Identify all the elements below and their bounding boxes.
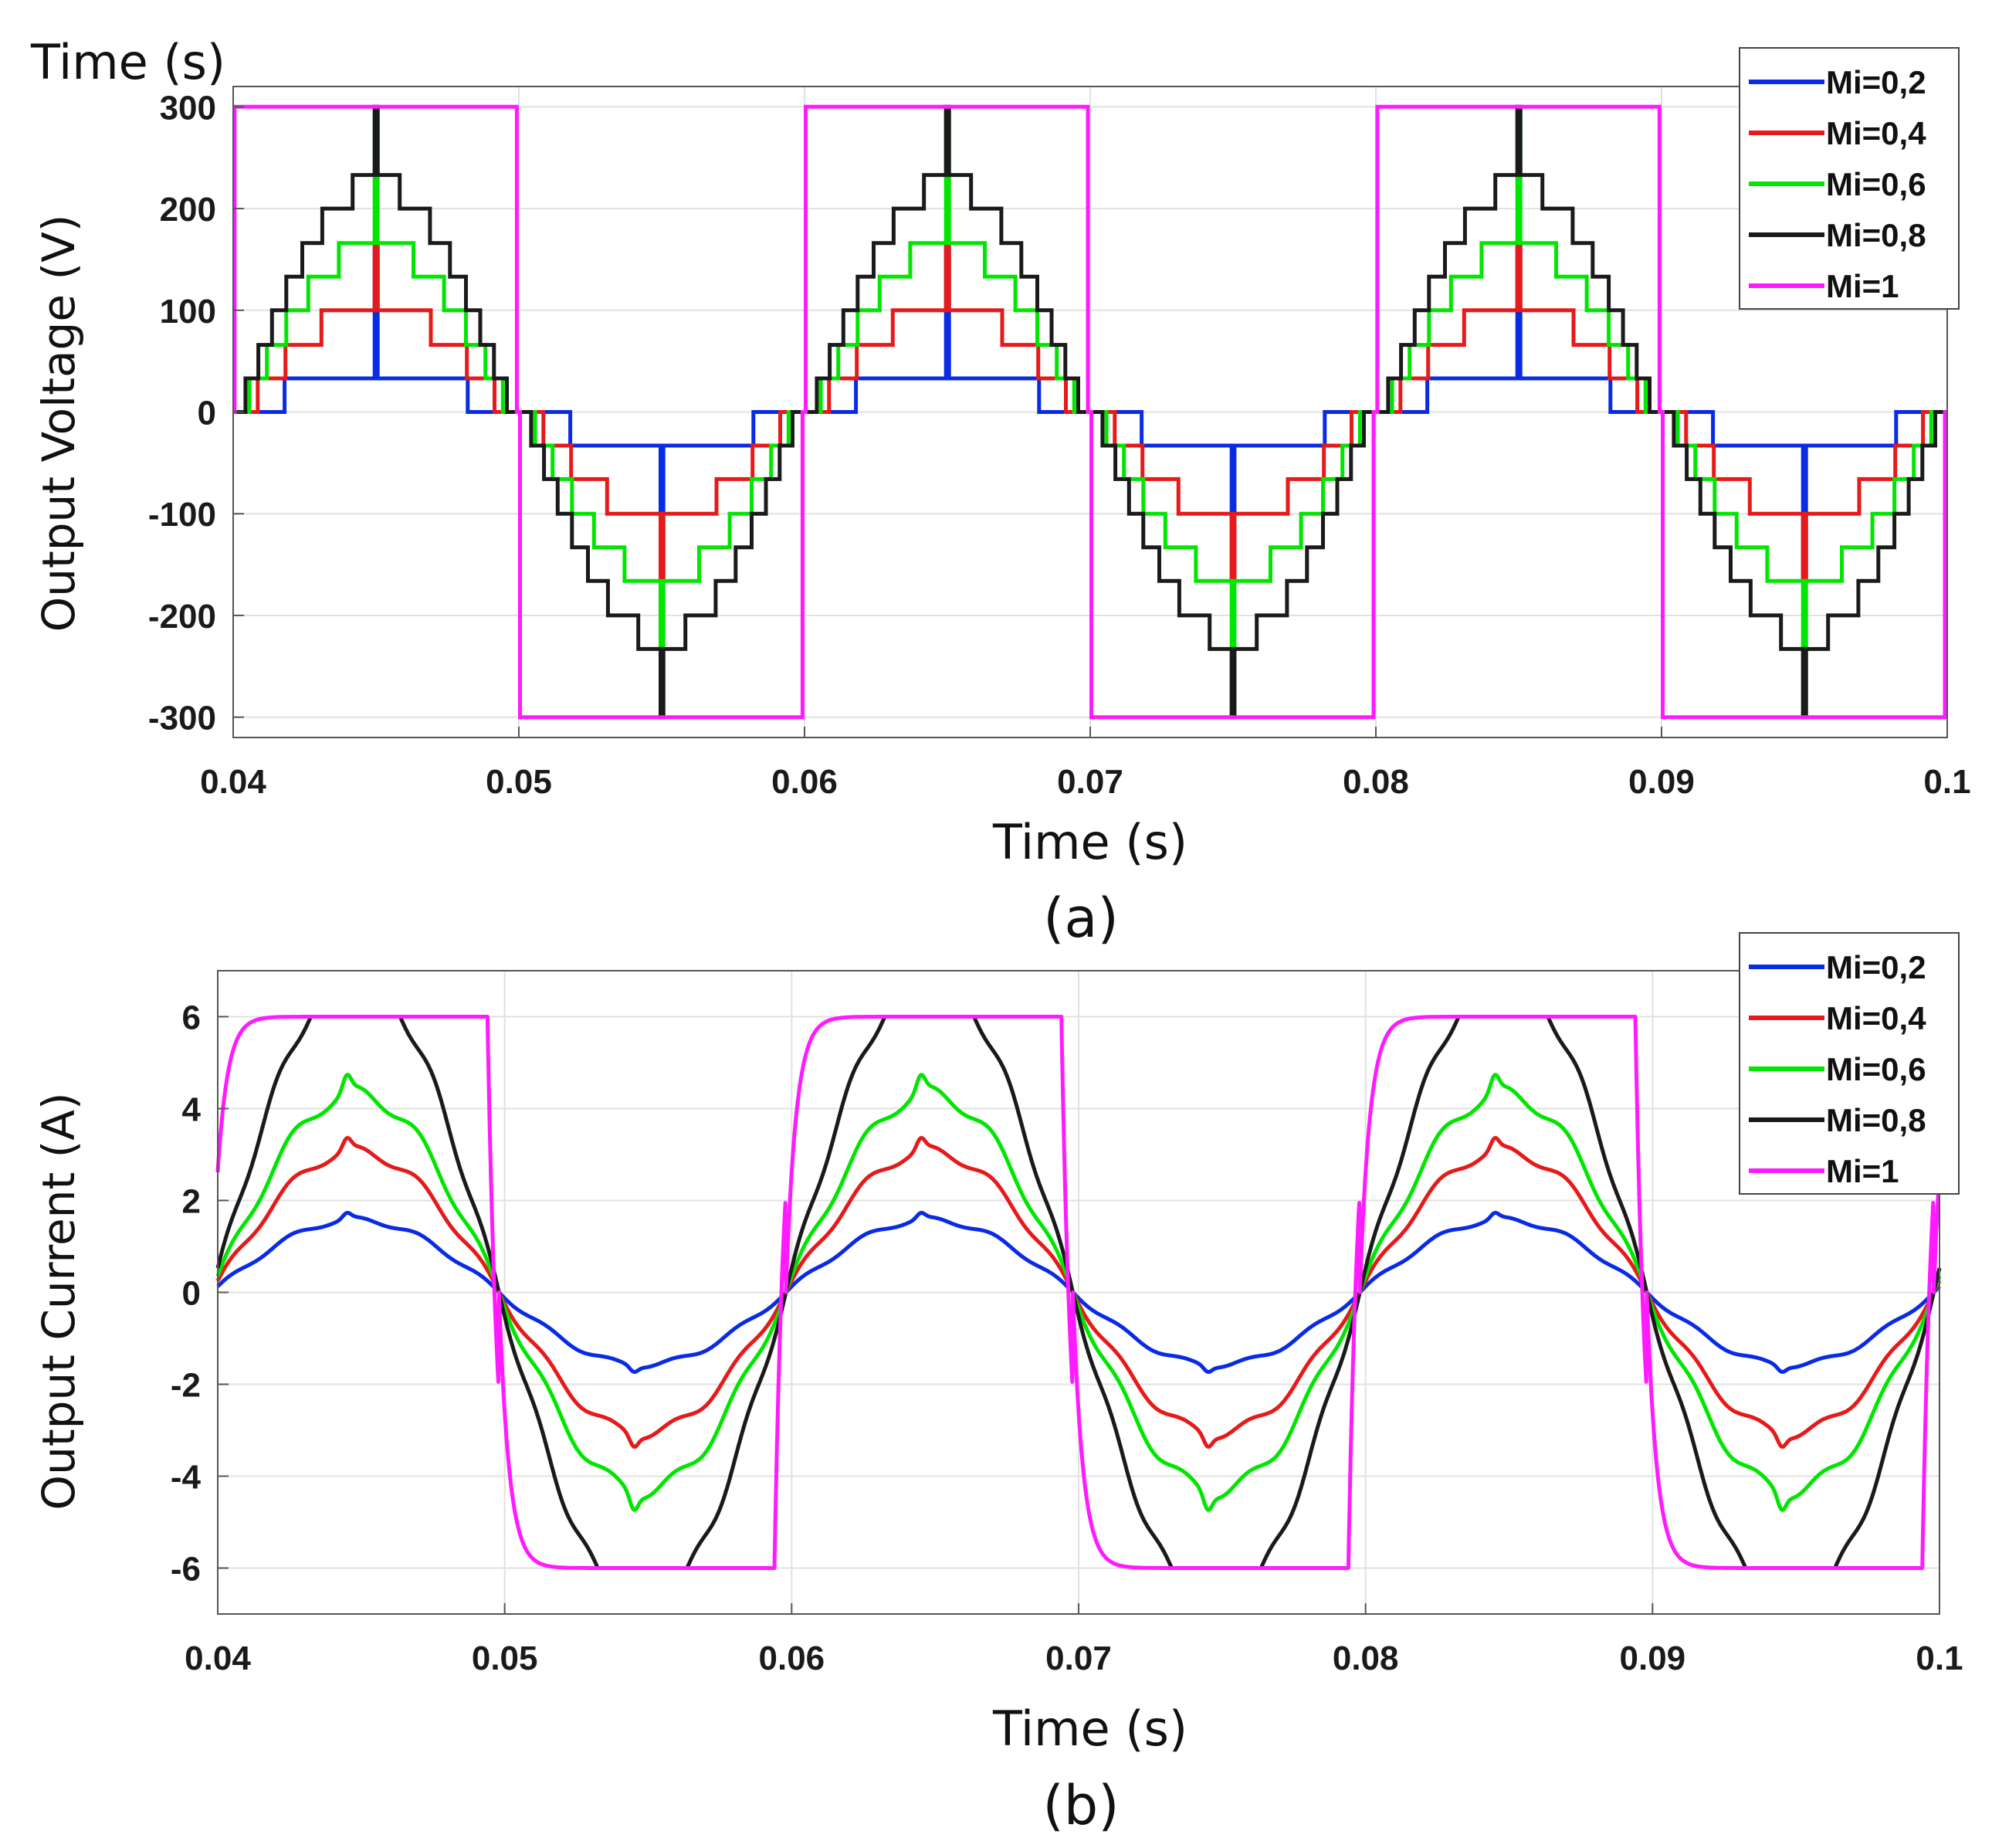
x-tick-label: 0.06 <box>759 1639 825 1677</box>
y-tick-label: 4 <box>182 1091 202 1129</box>
chart-b-series-group <box>215 1015 1942 1570</box>
chart-b-xticks: 0.04 0.05 0.06 0.07 0.08 0.09 0.1 <box>185 1603 1963 1677</box>
y-tick-label: 100 <box>160 293 216 331</box>
x-tick-label: 0.07 <box>1045 1639 1112 1677</box>
legend-box <box>1739 932 1960 1195</box>
x-tick-label: 0.06 <box>771 763 838 801</box>
chart-b-grid <box>217 971 1940 1614</box>
y-tick-label: -100 <box>148 496 216 534</box>
y-tick-label: -2 <box>171 1367 201 1405</box>
x-tick-label: 0.04 <box>200 763 266 801</box>
chart-a-title-fragment: Time (s) <box>30 34 225 90</box>
y-tick-label: -4 <box>171 1459 202 1497</box>
series-line-current <box>215 1015 1942 1570</box>
y-tick-label: 200 <box>160 191 216 229</box>
legend-label: Mi=0,4 <box>1826 1000 1926 1036</box>
y-tick-label: -6 <box>171 1551 201 1589</box>
chart-a-xlabel: Time (s) <box>992 814 1187 870</box>
y-tick-label: 300 <box>160 89 216 127</box>
chart-a-panel-label: (a) <box>1043 887 1119 950</box>
chart-a-series-group <box>232 104 1947 720</box>
chart-a-ylabel: Output Voltage (V) <box>32 215 85 632</box>
x-tick-label: 0.04 <box>185 1639 251 1677</box>
x-tick-label: 0.07 <box>1057 763 1123 801</box>
x-tick-label: 0.08 <box>1343 763 1409 801</box>
legend-label: Mi=0,8 <box>1826 1102 1926 1138</box>
x-tick-label: 0.1 <box>1923 763 1970 801</box>
legend-label: Mi=0,6 <box>1826 1051 1926 1087</box>
legend-label: Mi=0,6 <box>1826 166 1926 202</box>
chart-a-legend: Mi=0,2 Mi=0,4 Mi=0,6 Mi=0,8 Mi=1 <box>1739 47 1960 310</box>
y-tick-label: 0 <box>198 395 216 432</box>
y-tick-label: 0 <box>182 1275 201 1313</box>
chart-a-yticks: 300 200 100 0 -100 -200 -300 <box>148 89 244 738</box>
x-tick-label: 0.08 <box>1333 1639 1399 1677</box>
chart-b-panel-label: (b) <box>1042 1774 1119 1837</box>
series-line-voltage <box>232 104 1947 720</box>
y-tick-label: -200 <box>148 598 216 636</box>
series-line-current <box>215 1015 1942 1570</box>
chart-b-yticks: 6 4 2 0 -2 -4 -6 <box>171 999 229 1589</box>
y-tick-label: -300 <box>148 700 216 738</box>
legend-label: Mi=0,2 <box>1826 64 1926 100</box>
chart-a-xticks: 0.04 0.05 0.06 0.07 0.08 0.09 0.1 <box>200 727 1971 801</box>
legend-label: Mi=0,8 <box>1826 217 1926 253</box>
chart-b-xlabel: Time (s) <box>992 1700 1187 1757</box>
chart-current: 0.04 0.05 0.06 0.07 0.08 0.09 0.1 6 4 2 0 -2 -4 -6 T… <box>32 932 1963 1837</box>
x-tick-label: 0.05 <box>472 1639 538 1677</box>
legend-box <box>1739 47 1960 310</box>
y-tick-label: 2 <box>182 1183 201 1221</box>
legend-label: Mi=0,2 <box>1826 949 1926 985</box>
y-tick-label: 6 <box>182 999 201 1037</box>
chart-b-legend: Mi=0,2 Mi=0,4 Mi=0,6 Mi=0,8 Mi=1 <box>1739 932 1960 1195</box>
x-tick-label: 0.05 <box>486 763 552 801</box>
legend-label: Mi=1 <box>1826 1153 1899 1189</box>
x-tick-label: 0.09 <box>1628 763 1695 801</box>
x-tick-label: 0.1 <box>1916 1639 1963 1677</box>
series-line-current <box>216 1211 1941 1374</box>
legend-label: Mi=0,4 <box>1826 115 1926 151</box>
chart-b-ylabel: Output Current (A) <box>32 1092 85 1510</box>
chart-voltage: Time (s) 0.04 0.05 0.06 0.07 0.08 0.09 0.1 300… <box>30 34 1971 950</box>
x-tick-label: 0.09 <box>1620 1639 1686 1677</box>
legend-label: Mi=1 <box>1826 268 1899 304</box>
